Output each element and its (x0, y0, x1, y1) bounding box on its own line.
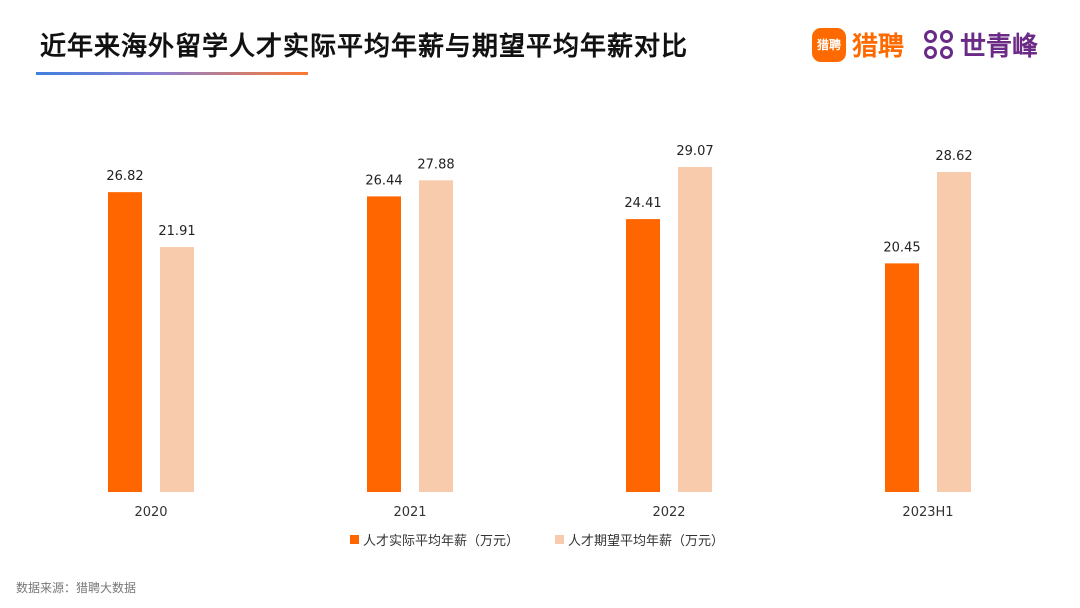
x-tick-label-2020: 2020 (134, 505, 167, 520)
data-label-actual-2023H1: 20.45 (883, 240, 920, 255)
legend-swatch-actual (350, 535, 359, 544)
liepin-logo-text: 猎聘 (852, 32, 905, 62)
x-tick-label-2022: 2022 (652, 505, 685, 520)
legend-swatch-expected (555, 535, 565, 544)
bar-actual-2023H1 (885, 263, 919, 492)
data-label-actual-2021: 26.44 (365, 173, 402, 188)
four-circles-icon (922, 28, 956, 62)
liepin-badge-icon: 猎聘 (812, 27, 846, 62)
bar-actual-2021 (367, 196, 401, 492)
legend-label-actual: 人才实际平均年薪（万元） (363, 534, 520, 549)
data-label-expected-2023H1: 28.62 (935, 149, 972, 164)
title-underline (36, 72, 308, 75)
x-tick-label-2021: 2021 (393, 505, 426, 520)
data-label-actual-2020: 26.82 (106, 169, 143, 184)
data-label-expected-2022: 29.07 (676, 144, 713, 159)
bar-actual-2022 (626, 219, 660, 492)
data-label-actual-2022: 24.41 (624, 196, 661, 211)
legend-item-expected: 人才期望平均年薪（万元） (555, 530, 724, 549)
legend: 人才实际平均年薪（万元） 人才期望平均年薪（万元） (350, 530, 760, 549)
bar-actual-2020 (108, 192, 142, 493)
data-label-expected-2021: 27.88 (417, 157, 454, 172)
bar-expected-2022 (678, 167, 712, 492)
sqf-logo-text: 世青峰 (960, 32, 1039, 62)
sqf-logo: 世青峰 (922, 26, 1038, 63)
liepin-logo: 猎聘 猎聘 (812, 26, 904, 63)
x-tick-label-2023H1: 2023H1 (902, 505, 953, 520)
bar-expected-2021 (419, 180, 453, 493)
legend-item-actual: 人才实际平均年薪（万元） (350, 530, 519, 549)
data-source: 数据来源：猎聘大数据 (16, 581, 137, 595)
chart-title: 近年来海外留学人才实际平均年薪与期望平均年薪对比 (40, 32, 689, 62)
bar-expected-2023H1 (937, 172, 971, 493)
legend-label-expected: 人才期望平均年薪（万元） (568, 534, 725, 549)
bar-expected-2020 (160, 247, 194, 492)
data-label-expected-2020: 21.91 (158, 224, 195, 239)
